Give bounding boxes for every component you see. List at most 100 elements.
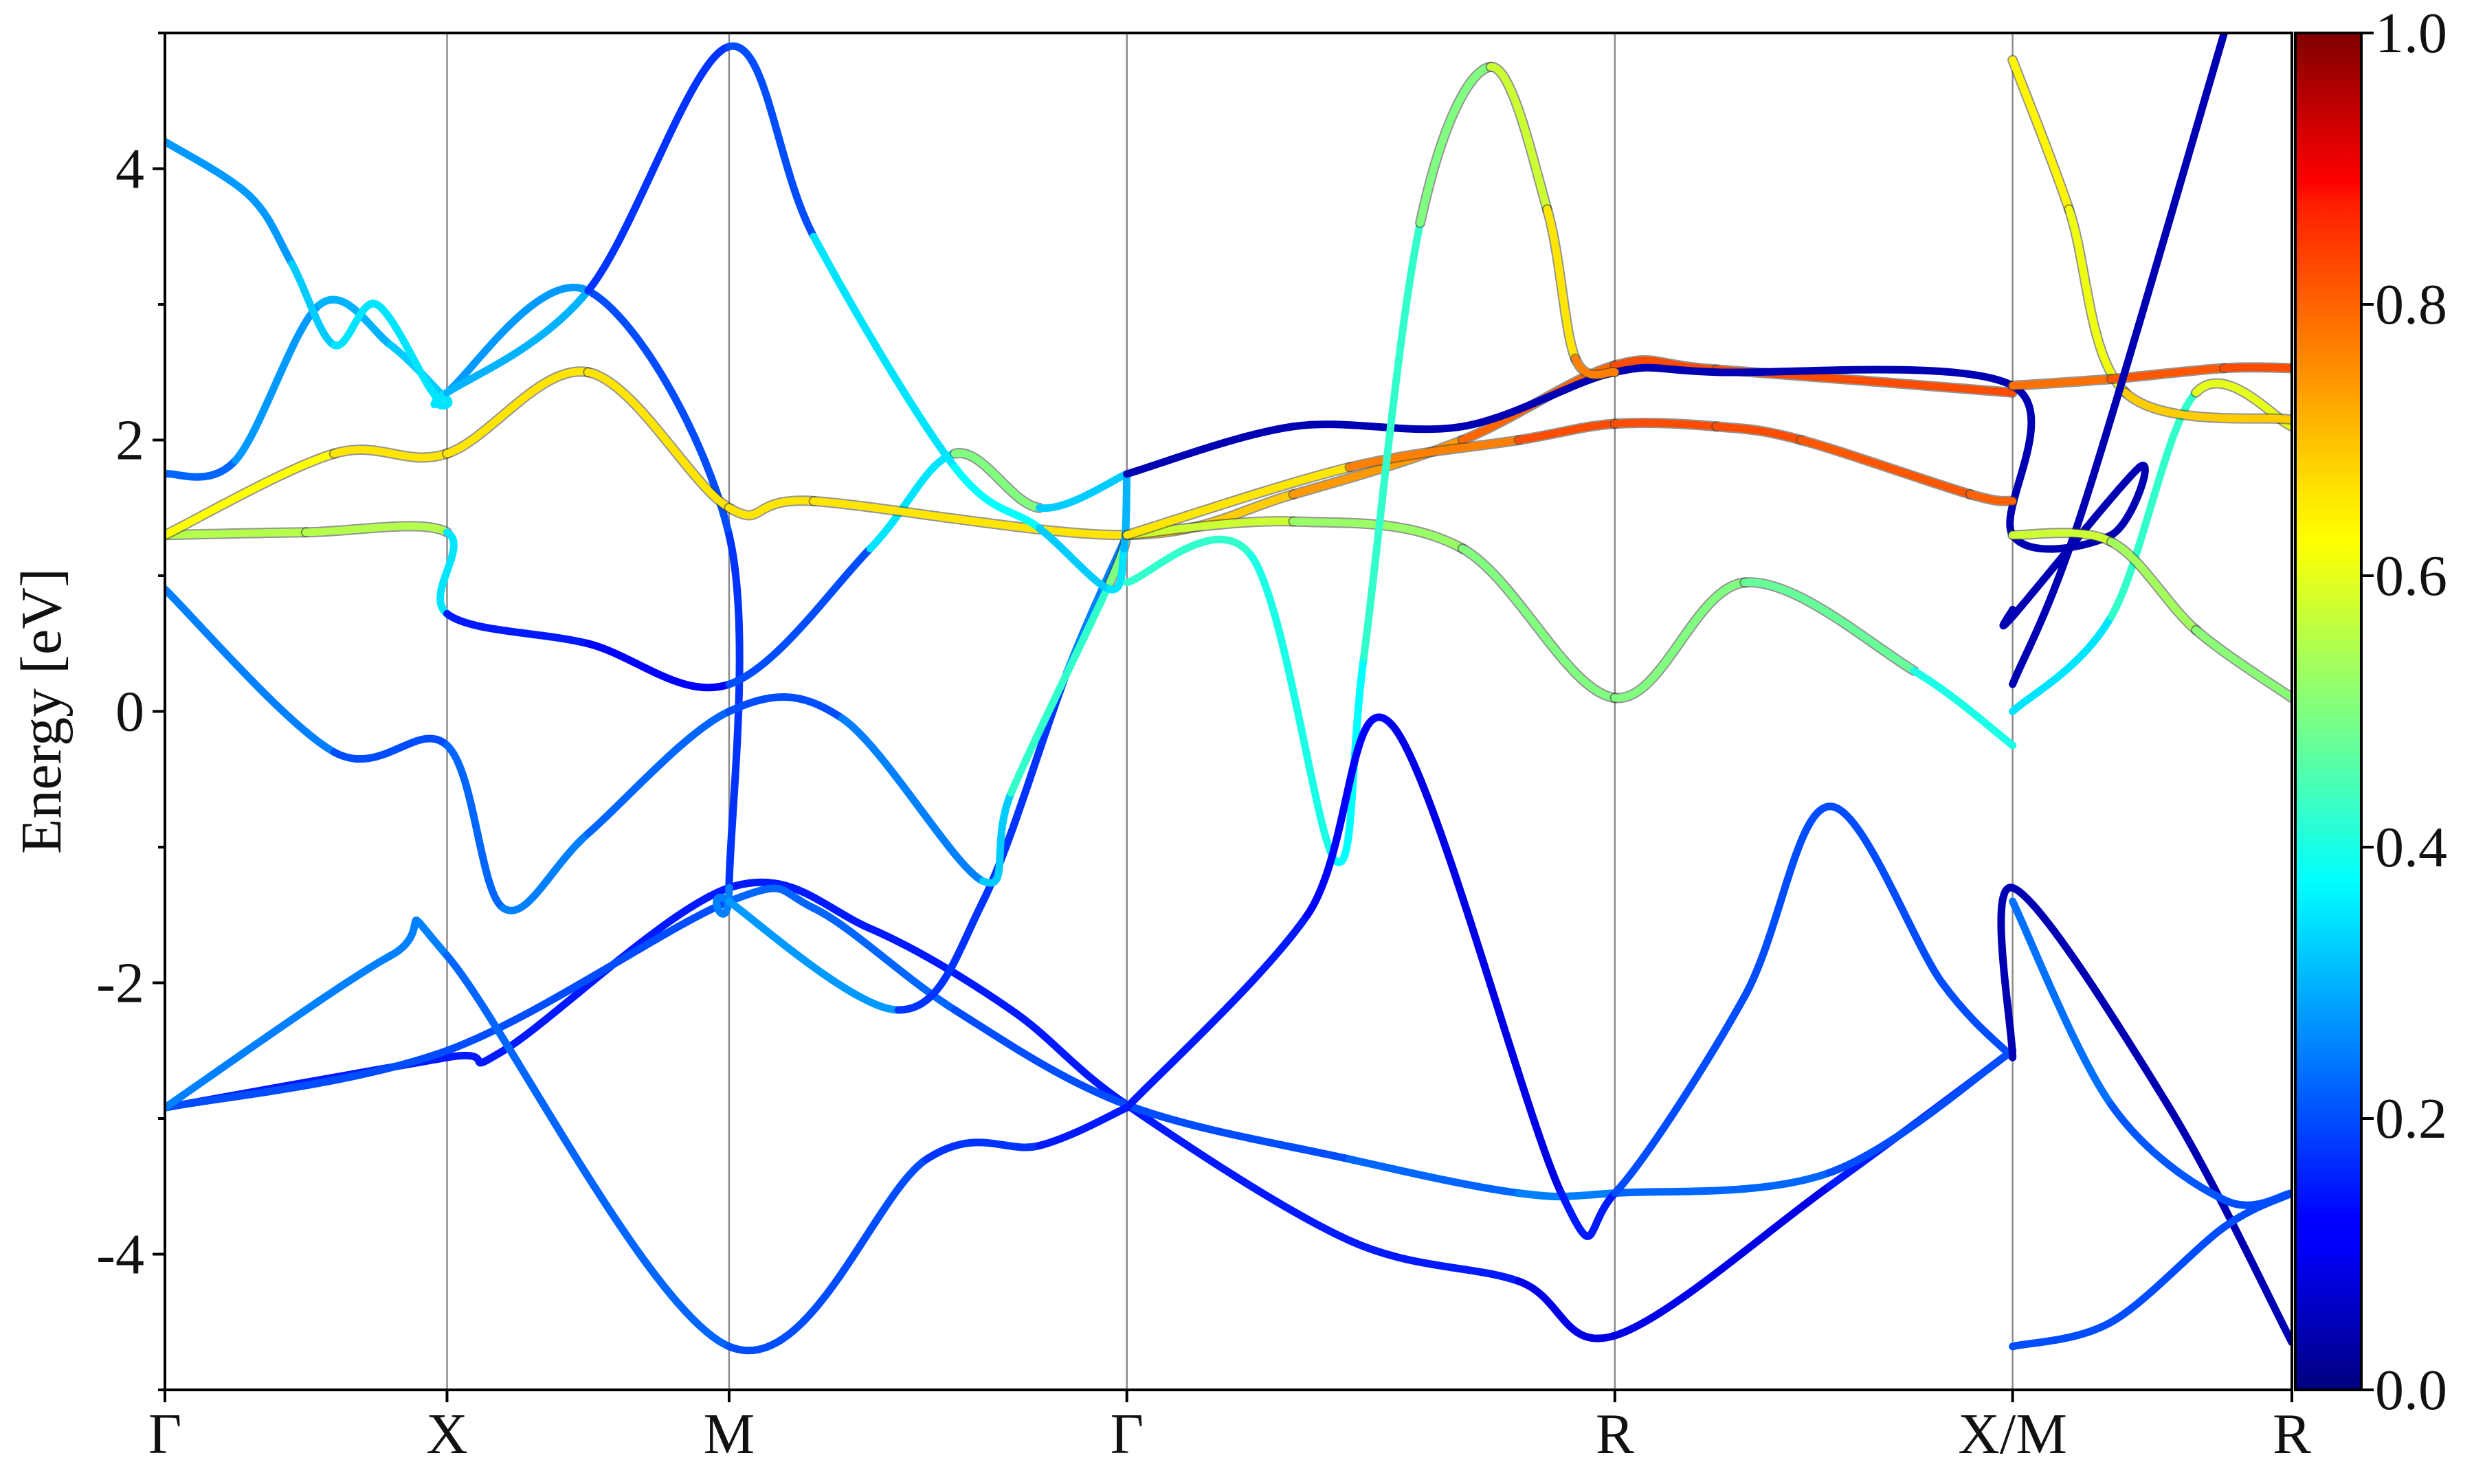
colorbar-tick-label: 0.6: [2375, 544, 2447, 608]
band-segment: [1346, 436, 1523, 471]
band-segment: [443, 1046, 508, 1067]
band-segment: [1120, 470, 1131, 552]
x-tick-label: X: [426, 1402, 468, 1466]
band-segment: [725, 497, 818, 519]
band-segment: [429, 388, 451, 409]
band-segment: [950, 1006, 1131, 1109]
x-tick-label: R: [1596, 1402, 1634, 1466]
band-segment: [1611, 1169, 1834, 1198]
band-segment: [330, 446, 451, 462]
band-segment: [316, 295, 394, 349]
band-segment: [1611, 1182, 1834, 1340]
band-segment: [1123, 1101, 1354, 1163]
band-7: [165, 355, 2018, 541]
band-segment: [810, 497, 1131, 539]
band-segment: [165, 585, 338, 756]
band-segment: [1571, 355, 1619, 379]
band-3: [165, 916, 1131, 1355]
band-segment: [725, 878, 874, 932]
band-segment: [1515, 420, 1619, 444]
colorbar-tick-label: 1.0: [2375, 1, 2447, 65]
band-segment: [288, 260, 338, 349]
band-2: [165, 884, 2017, 1201]
band-segment: [1797, 436, 1974, 498]
band-segment-outline: [1415, 61, 1496, 228]
band-segment: [1035, 524, 1114, 594]
band-segment: [725, 693, 846, 722]
band-segment: [1741, 802, 1834, 1000]
band-segment: [165, 952, 394, 1112]
band-segment: [950, 463, 1043, 532]
band-segment: [725, 42, 818, 240]
band-segment: [1346, 1237, 1523, 1285]
band-segment: [950, 449, 1043, 512]
band-segment: [302, 522, 451, 537]
band-segment: [165, 449, 338, 539]
band-segment: [1123, 911, 1311, 1112]
band-segment: [1106, 545, 1128, 594]
band-segment: [330, 734, 451, 763]
band-segment: [979, 789, 1015, 887]
band-segment: [1247, 551, 1339, 865]
colorbar-tick-label: 0.2: [2375, 1087, 2447, 1151]
band-12: [1123, 61, 1620, 866]
band-5: [165, 530, 1133, 914]
band-segment: [443, 952, 733, 1351]
band-18: [2007, 362, 2292, 391]
band-segment: [2107, 1223, 2228, 1326]
band-segment: [1303, 713, 1396, 919]
band-8: [165, 42, 1131, 594]
band-segment: [2009, 504, 2087, 688]
band-segment: [1611, 363, 1721, 376]
band-segment: [165, 528, 310, 539]
band-segment: [1458, 368, 1619, 431]
band-segment: [330, 300, 381, 350]
band-segment: [2009, 1318, 2115, 1351]
band-segment: [2009, 612, 2115, 715]
band-segment: [1360, 219, 1425, 661]
band-segment: [1997, 884, 2017, 1061]
band-segment: [725, 545, 874, 688]
band-segment: [2079, 33, 2228, 512]
band-segment: [2192, 626, 2292, 702]
y-tick-label: 0: [115, 680, 144, 744]
band-segment: [443, 283, 592, 396]
band-segment: [584, 640, 733, 692]
band-segment: [500, 829, 592, 914]
band-segment: [1289, 420, 1467, 434]
band-segment: [810, 232, 959, 471]
band-segment: [372, 300, 437, 396]
band-segment: [443, 609, 592, 648]
band-segment: [165, 456, 240, 481]
x-tick-label: X/M: [1958, 1402, 2067, 1466]
band-segment: [1123, 1101, 1354, 1245]
band-segment: [1346, 1155, 1523, 1198]
y-tick-label: 4: [115, 137, 144, 201]
x-tick-label: Γ: [148, 1402, 182, 1466]
band-segment: [584, 708, 733, 837]
band-segment: [1825, 1046, 2017, 1177]
band-segment: [1007, 1006, 1131, 1109]
band-segment: [2009, 56, 2073, 214]
band-segment: [2009, 529, 2115, 546]
band-segment: [1007, 578, 1114, 797]
band-segment: [1388, 721, 1565, 1198]
y-tick-label: -2: [96, 952, 144, 1015]
band-10: [1122, 516, 2017, 750]
band-segment: [1557, 1189, 1619, 1240]
y-tick-label: 2: [115, 409, 144, 473]
y-axis-title: Energy [eV]: [10, 568, 74, 854]
band-segment: [1999, 605, 2017, 630]
band-segment: [500, 884, 733, 1055]
band-segment: [2107, 1101, 2228, 1204]
band-6: [165, 448, 1131, 692]
band-segment: [232, 300, 324, 464]
band-segment: [1741, 578, 1918, 675]
band-19: [2009, 33, 2228, 688]
band-segment: [1713, 366, 2017, 390]
band-segment: [443, 897, 733, 1055]
colorbar: [2294, 32, 2363, 1391]
band-segment: [2121, 388, 2292, 424]
x-tick-label: Γ: [1110, 1402, 1144, 1466]
